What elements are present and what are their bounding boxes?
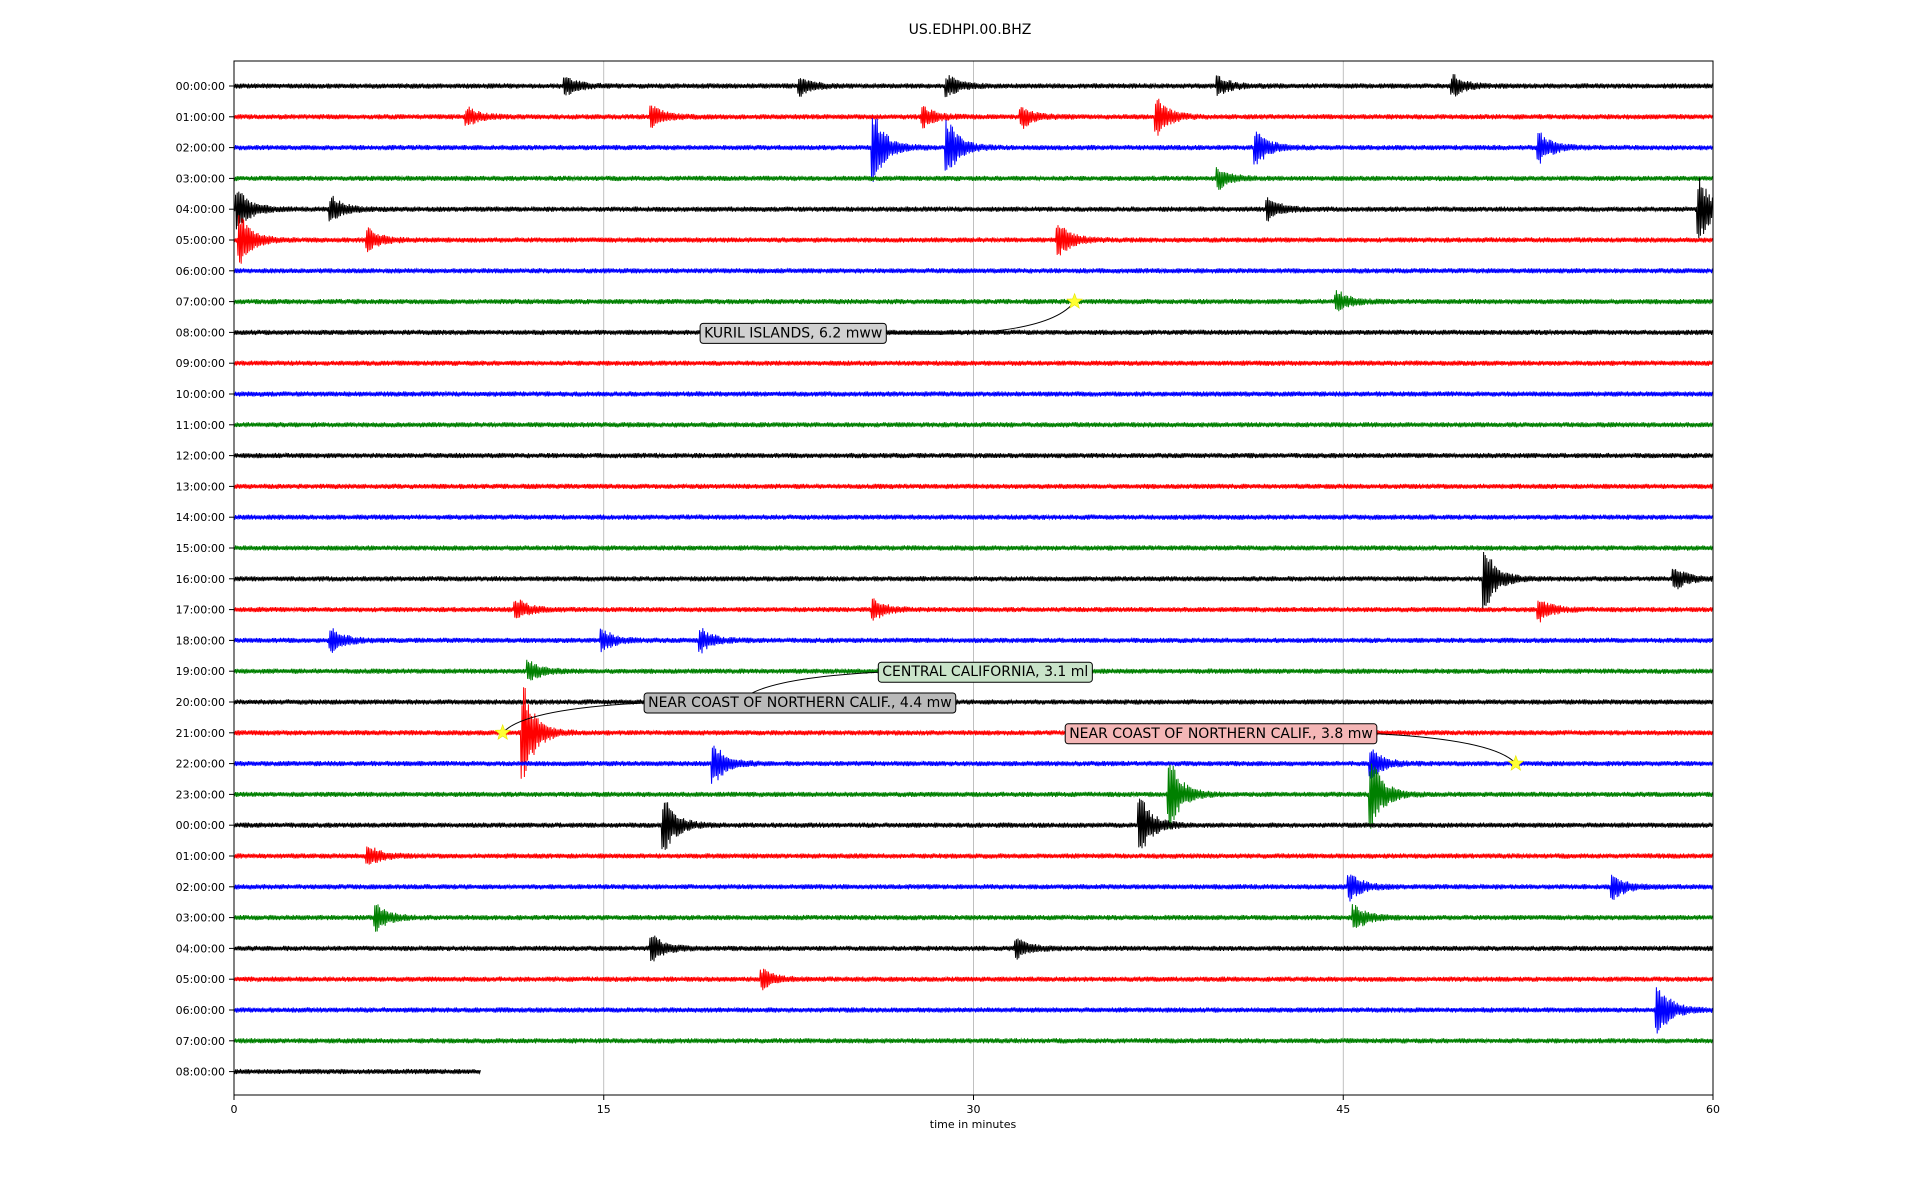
seismic-trace bbox=[233, 763, 1713, 829]
y-tick-label: 03:00:00 bbox=[176, 912, 225, 925]
y-tick-label: 06:00:00 bbox=[176, 265, 225, 278]
y-tick-label: 02:00:00 bbox=[176, 881, 225, 894]
y-tick-label: 03:00:00 bbox=[176, 172, 225, 185]
event-annotation-box bbox=[1064, 723, 1378, 745]
y-tick-label: 09:00:00 bbox=[176, 357, 225, 370]
y-tick-label: 01:00:00 bbox=[176, 111, 225, 124]
y-tick-label: 15:00:00 bbox=[176, 542, 225, 555]
y-tick-label: 07:00:00 bbox=[176, 1035, 225, 1048]
seismic-trace bbox=[233, 987, 1713, 1034]
seismic-trace bbox=[233, 544, 1713, 552]
event-star-marker bbox=[494, 723, 512, 741]
y-tick-label: 07:00:00 bbox=[176, 296, 225, 309]
y-tick-label: 13:00:00 bbox=[176, 480, 225, 493]
y-tick-label: 01:00:00 bbox=[176, 850, 225, 863]
event-annotation-label: NEAR COAST OF NORTHERN CALIF., 3.8 mw bbox=[1069, 726, 1373, 742]
seismic-trace bbox=[233, 390, 1713, 398]
seismic-trace bbox=[233, 215, 1713, 264]
event-annotation-box bbox=[877, 661, 1093, 683]
event-annotation-box bbox=[699, 322, 887, 344]
seismic-trace bbox=[233, 935, 1713, 962]
y-tick-label: 21:00:00 bbox=[176, 727, 225, 740]
seismic-trace bbox=[233, 167, 1713, 190]
seismic-trace bbox=[233, 846, 1713, 865]
x-axis-label: time in minutes bbox=[930, 1118, 1017, 1131]
y-tick-label: 08:00:00 bbox=[176, 326, 225, 339]
seismic-trace bbox=[233, 745, 1713, 784]
y-tick-label: 10:00:00 bbox=[176, 388, 225, 401]
event-annotation-arrow bbox=[1376, 733, 1517, 764]
y-tick-label: 18:00:00 bbox=[176, 634, 225, 647]
event-annotation-arrow bbox=[502, 702, 645, 734]
seismic-trace bbox=[233, 482, 1713, 490]
seismic-trace bbox=[233, 118, 1713, 182]
x-tick-label: 30 bbox=[967, 1103, 981, 1116]
seismic-trace bbox=[233, 687, 1713, 779]
seismic-trace bbox=[233, 452, 1713, 460]
event-star-marker bbox=[1507, 754, 1525, 771]
x-tick-label: 15 bbox=[597, 1103, 611, 1116]
seismic-trace bbox=[233, 968, 1713, 991]
y-tick-label: 12:00:00 bbox=[176, 450, 225, 463]
y-tick-label: 06:00:00 bbox=[176, 1004, 225, 1017]
seismic-trace bbox=[233, 598, 1713, 623]
seismic-trace bbox=[233, 1037, 1713, 1045]
y-tick-label: 14:00:00 bbox=[176, 511, 225, 524]
seismic-trace bbox=[233, 267, 1713, 275]
y-tick-label: 04:00:00 bbox=[176, 942, 225, 955]
seismic-trace bbox=[233, 359, 1713, 367]
seismic-trace bbox=[233, 513, 1713, 521]
event-annotation-box bbox=[643, 692, 957, 714]
y-tick-label: 05:00:00 bbox=[176, 234, 225, 247]
y-tick-label: 23:00:00 bbox=[176, 788, 225, 801]
y-tick-label: 02:00:00 bbox=[176, 142, 225, 155]
seismic-trace bbox=[233, 628, 1713, 654]
event-annotation-arrow bbox=[886, 301, 1075, 335]
seismic-trace bbox=[233, 1068, 481, 1076]
event-annotation-label: CENTRAL CALIFORNIA, 3.1 ml bbox=[882, 664, 1088, 680]
y-tick-label: 20:00:00 bbox=[176, 696, 225, 709]
x-tick-label: 60 bbox=[1706, 1103, 1720, 1116]
seismic-trace bbox=[233, 551, 1713, 610]
seismic-trace bbox=[233, 904, 1713, 932]
event-annotation-label: NEAR COAST OF NORTHERN CALIF., 4.4 mw bbox=[648, 695, 952, 711]
y-tick-label: 19:00:00 bbox=[176, 665, 225, 678]
seismic-trace bbox=[233, 874, 1713, 902]
y-tick-label: 00:00:00 bbox=[176, 80, 225, 93]
event-star-marker bbox=[1066, 292, 1084, 309]
annotation-layer: KURIL ISLANDS, 6.2 mww CENTRAL CALIFORNIA… bbox=[494, 292, 1525, 771]
seismic-trace bbox=[233, 421, 1713, 429]
y-tick-label: 17:00:00 bbox=[176, 604, 225, 617]
seismic-trace bbox=[233, 798, 1713, 850]
seismic-trace bbox=[233, 74, 1713, 98]
trace-layer bbox=[233, 74, 1713, 1076]
x-tick-labels: 0 15 30 45 60 bbox=[231, 1095, 1720, 1116]
y-tick-label: 08:00:00 bbox=[176, 1066, 225, 1079]
chart-title: US.EDHPI.00.BHZ bbox=[909, 22, 1032, 38]
seismic-trace bbox=[233, 698, 1713, 706]
y-tick-label: 05:00:00 bbox=[176, 973, 225, 986]
y-tick-label: 04:00:00 bbox=[176, 203, 225, 216]
x-tick-label: 45 bbox=[1336, 1103, 1350, 1116]
seismic-trace bbox=[233, 98, 1713, 136]
event-annotation-label: KURIL ISLANDS, 6.2 mww bbox=[704, 325, 882, 341]
y-tick-label: 16:00:00 bbox=[176, 573, 225, 586]
y-tick-label: 11:00:00 bbox=[176, 419, 225, 432]
y-tick-labels: 00:00:00 01:00:00 02:00:00 03:00:00 04:00:00… bbox=[176, 80, 234, 1079]
seismic-trace bbox=[233, 290, 1713, 312]
seismic-trace bbox=[233, 177, 1713, 239]
x-tick-label: 0 bbox=[231, 1103, 238, 1116]
y-tick-label: 00:00:00 bbox=[176, 819, 225, 832]
y-tick-label: 22:00:00 bbox=[176, 758, 225, 771]
seismic-trace bbox=[233, 328, 1713, 336]
